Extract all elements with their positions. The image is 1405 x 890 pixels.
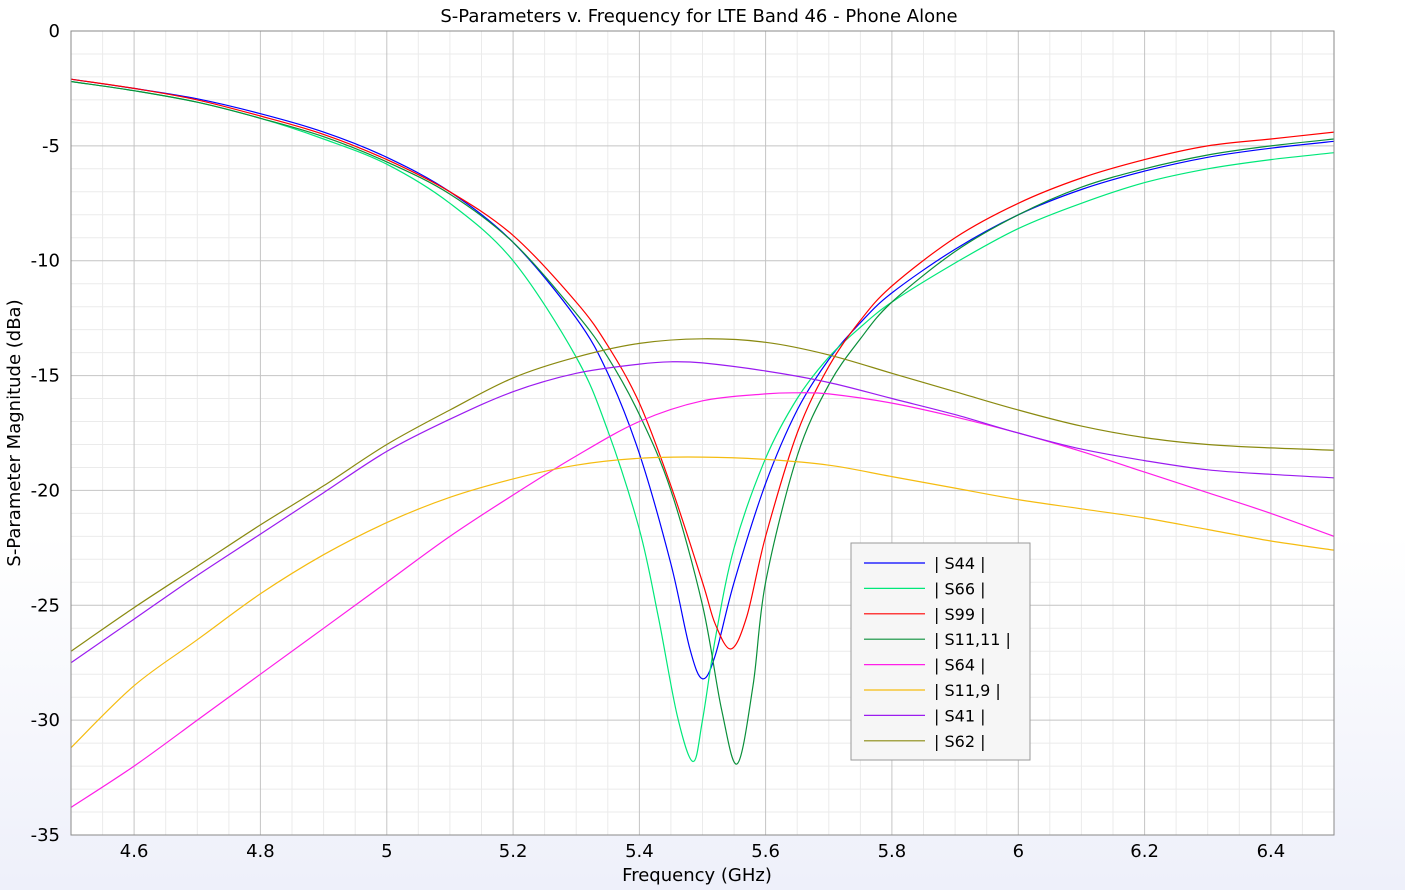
y-tick-label: -10	[31, 251, 60, 272]
x-axis-label: Frequency (GHz)	[622, 865, 772, 886]
x-tick-label: 5.8	[878, 841, 907, 862]
legend-label: | S62 |	[934, 732, 985, 751]
series-line-5	[70, 456, 1335, 749]
x-tick-label: 5.4	[625, 841, 654, 862]
series-line-3	[70, 80, 1335, 765]
x-tick-label: 6.4	[1257, 841, 1286, 862]
legend-label: | S66 |	[934, 579, 985, 598]
x-tick-label: 5.6	[751, 841, 780, 862]
x-tick-label: 5	[381, 841, 392, 862]
y-tick-label: 0	[49, 21, 60, 42]
y-tick-label: -15	[31, 366, 60, 387]
x-tick-label: 4.6	[120, 841, 149, 862]
y-tick-label: -25	[31, 595, 60, 616]
x-tick-label: 5.2	[499, 841, 528, 862]
series-line-7	[70, 338, 1335, 652]
legend-box	[850, 542, 1031, 761]
chart-title: S-Parameters v. Frequency for LTE Band 4…	[440, 6, 957, 27]
series-line-2	[70, 78, 1335, 650]
y-axis-label: S-Parameter Magnitude (dBa)	[4, 299, 25, 566]
legend-label: | S99 |	[934, 605, 985, 624]
series-lines	[70, 78, 1335, 808]
legend-label: | S11,9 |	[934, 681, 1001, 700]
x-tick-label: 6.2	[1130, 841, 1159, 862]
series-line-4	[70, 392, 1335, 808]
x-axis-ticks: 4.6 4.8 5 5.2 5.4 5.6 5.8 6 6.2 6.4	[120, 841, 1285, 862]
legend-label: | S44 |	[934, 554, 985, 573]
y-axis-ticks: 0 -5 -10 -15 -20 -25 -30 -35	[31, 21, 60, 846]
y-tick-label: -5	[42, 136, 60, 157]
legend-label: | S11,11 |	[934, 630, 1011, 649]
legend: | S44 | | S66 | | S99 | | S11,11 | | S64 | | …	[850, 542, 1031, 761]
major-grid	[71, 31, 1334, 835]
series-line-6	[70, 361, 1335, 664]
y-tick-label: -35	[31, 825, 60, 846]
series-line-1	[70, 80, 1335, 763]
plot-frame	[70, 30, 1335, 836]
x-tick-label: 6	[1013, 841, 1024, 862]
y-tick-label: -30	[31, 710, 60, 731]
series-line-0	[70, 78, 1335, 680]
legend-label: | S64 |	[934, 656, 985, 675]
x-tick-label: 4.8	[246, 841, 275, 862]
y-tick-label: -20	[31, 480, 60, 501]
legend-label: | S41 |	[934, 706, 985, 725]
